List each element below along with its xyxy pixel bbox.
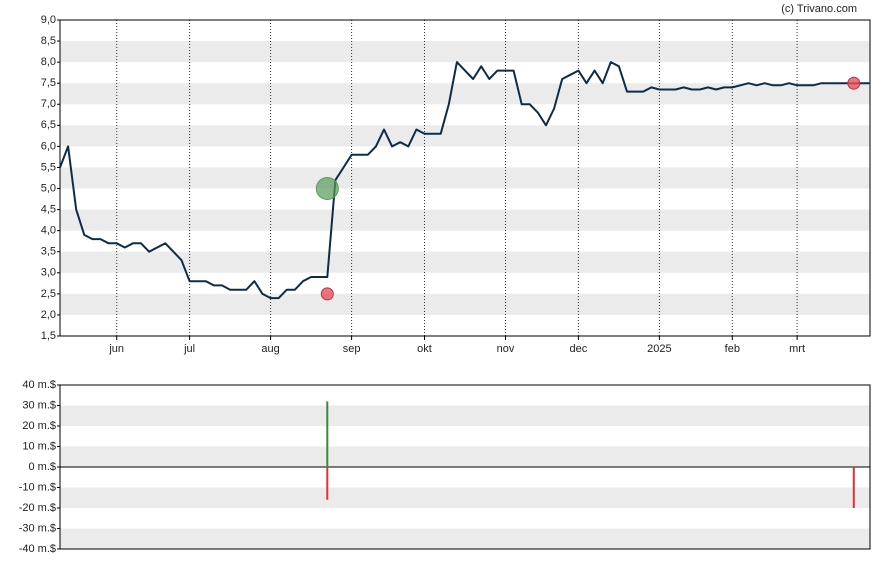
bar (326, 401, 329, 467)
y-tick-label: 8,0 (41, 56, 56, 68)
y-tick-label: 10 m.$ (22, 440, 56, 452)
price-line (59, 61, 870, 300)
y-tick-label: 40 m.$ (22, 379, 56, 391)
plot-frame (59, 19, 871, 337)
x-tick-label: feb (725, 343, 740, 355)
grid-band (60, 487, 870, 508)
y-tick-label: 6,5 (41, 119, 56, 131)
bar (852, 467, 855, 508)
y-tick-label: 20 m.$ (22, 420, 56, 432)
y-tick-label: 30 m.$ (22, 399, 56, 411)
x-tick-label: mrt (789, 343, 805, 355)
x-tick-label: jun (108, 343, 124, 355)
y-tick-label: 8,5 (41, 35, 56, 47)
sell-marker (847, 76, 861, 90)
x-tick-label: aug (261, 343, 279, 355)
grid-band (60, 251, 870, 273)
y-tick-label: 2,0 (41, 309, 56, 321)
x-tick-label: sep (343, 343, 361, 355)
y-tick-label: -40 m.$ (19, 543, 56, 555)
grid-band (60, 209, 870, 231)
y-tick-label: 2,5 (41, 288, 56, 300)
y-tick-label: -10 m.$ (19, 481, 56, 493)
y-tick-label: 6,0 (41, 140, 56, 152)
source: (c) Trivano.com (781, 3, 857, 15)
y-tick-label: 5,5 (41, 161, 56, 173)
y-tick-label: 4,0 (41, 225, 56, 237)
y-tick-label: 7,5 (41, 77, 56, 89)
y-tick-label: 4,5 (41, 204, 56, 216)
grid-band (60, 446, 870, 467)
y-tick-label: 0 m.$ (28, 461, 56, 473)
y-tick-label: 5,0 (41, 182, 56, 194)
bar (326, 467, 329, 500)
x-tick-label: okt (417, 343, 432, 355)
x-tick-label: jul (183, 343, 195, 355)
y-tick-label: -20 m.$ (19, 502, 56, 514)
x-tick-label: nov (497, 343, 515, 355)
grid-band (60, 125, 870, 147)
grid-band (60, 405, 870, 426)
grid-band (60, 167, 870, 189)
x-tick-label: 2025 (647, 343, 671, 355)
grid-band (60, 528, 870, 549)
grid-band (60, 41, 870, 63)
sell-marker (320, 287, 334, 301)
grid-band (60, 293, 870, 315)
y-tick-label: -30 m.$ (19, 522, 56, 534)
x-tick-label: dec (570, 343, 588, 355)
y-tick-label: 7,0 (41, 98, 56, 110)
y-tick-label: 3,5 (41, 246, 56, 258)
y-tick-label: 9,0 (41, 14, 56, 26)
buy-marker (315, 177, 339, 201)
y-tick-label: 1,5 (41, 330, 56, 342)
y-tick-label: 3,0 (41, 267, 56, 279)
grid-band (60, 83, 870, 105)
